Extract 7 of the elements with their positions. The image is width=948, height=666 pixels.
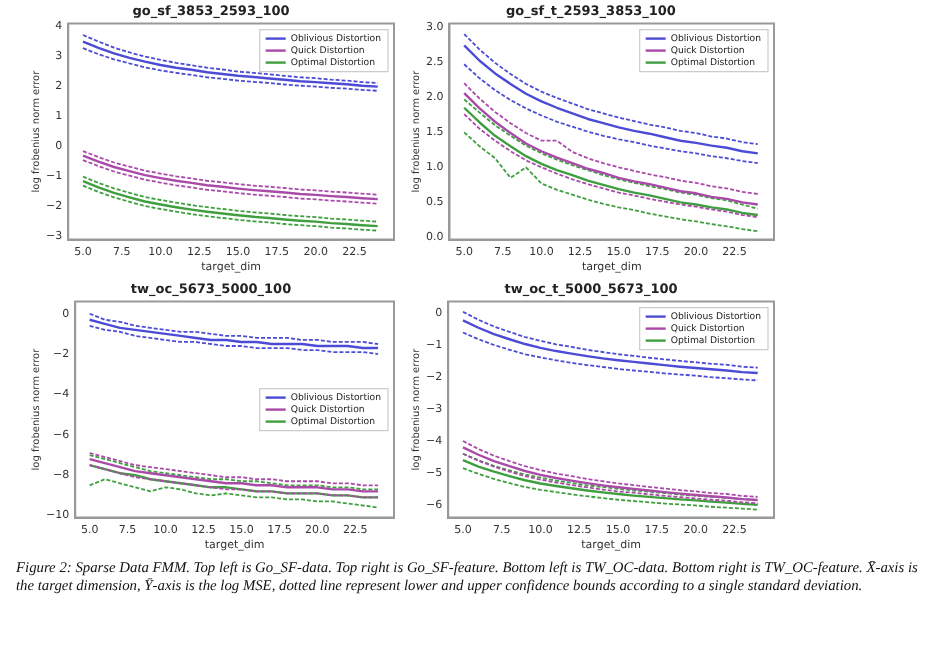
line-series: [463, 63, 759, 165]
line-series: [463, 82, 759, 195]
line-series: [462, 331, 759, 382]
line-series: [463, 33, 759, 146]
line-series: [463, 131, 759, 233]
line-series: [88, 324, 379, 355]
line-series: [462, 310, 759, 369]
